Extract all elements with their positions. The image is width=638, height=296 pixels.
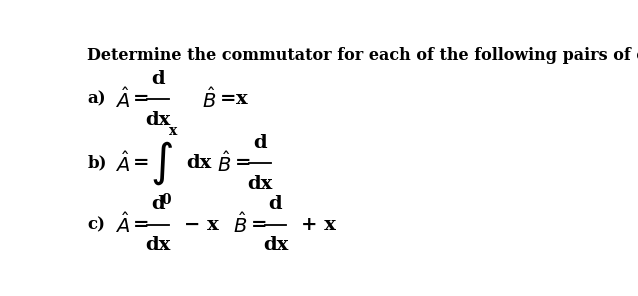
- Text: $\hat{B}$: $\hat{B}$: [233, 212, 247, 237]
- Text: =: =: [133, 154, 150, 172]
- Text: x: x: [236, 90, 248, 108]
- Text: $\hat{A}$: $\hat{A}$: [115, 212, 130, 237]
- Text: − x: − x: [184, 216, 218, 234]
- Text: $\hat{A}$: $\hat{A}$: [115, 151, 130, 176]
- Text: c): c): [87, 216, 105, 233]
- Text: d: d: [269, 195, 283, 213]
- Text: =: =: [235, 154, 251, 172]
- Text: =: =: [220, 90, 237, 108]
- Text: dx: dx: [186, 154, 211, 172]
- Text: 0: 0: [161, 193, 171, 207]
- Text: $\hat{A}$: $\hat{A}$: [115, 87, 130, 112]
- Text: dx: dx: [145, 111, 170, 129]
- Text: dx: dx: [263, 236, 288, 254]
- Text: dx: dx: [145, 236, 170, 254]
- Text: =: =: [133, 216, 150, 234]
- Text: x: x: [169, 124, 177, 138]
- Text: $\hat{B}$: $\hat{B}$: [202, 87, 216, 112]
- Text: + x: + x: [300, 216, 336, 234]
- Text: =: =: [251, 216, 267, 234]
- Text: d: d: [151, 70, 165, 88]
- Text: $\hat{B}$: $\hat{B}$: [217, 151, 232, 176]
- Text: dx: dx: [247, 175, 272, 193]
- Text: d: d: [151, 195, 165, 213]
- Text: Determine the commutator for each of the following pairs of operators: Determine the commutator for each of the…: [87, 47, 638, 64]
- Text: b): b): [87, 155, 107, 172]
- Text: $\int$: $\int$: [151, 139, 174, 187]
- Text: d: d: [253, 133, 267, 152]
- Text: =: =: [133, 90, 150, 108]
- Text: a): a): [87, 91, 106, 108]
